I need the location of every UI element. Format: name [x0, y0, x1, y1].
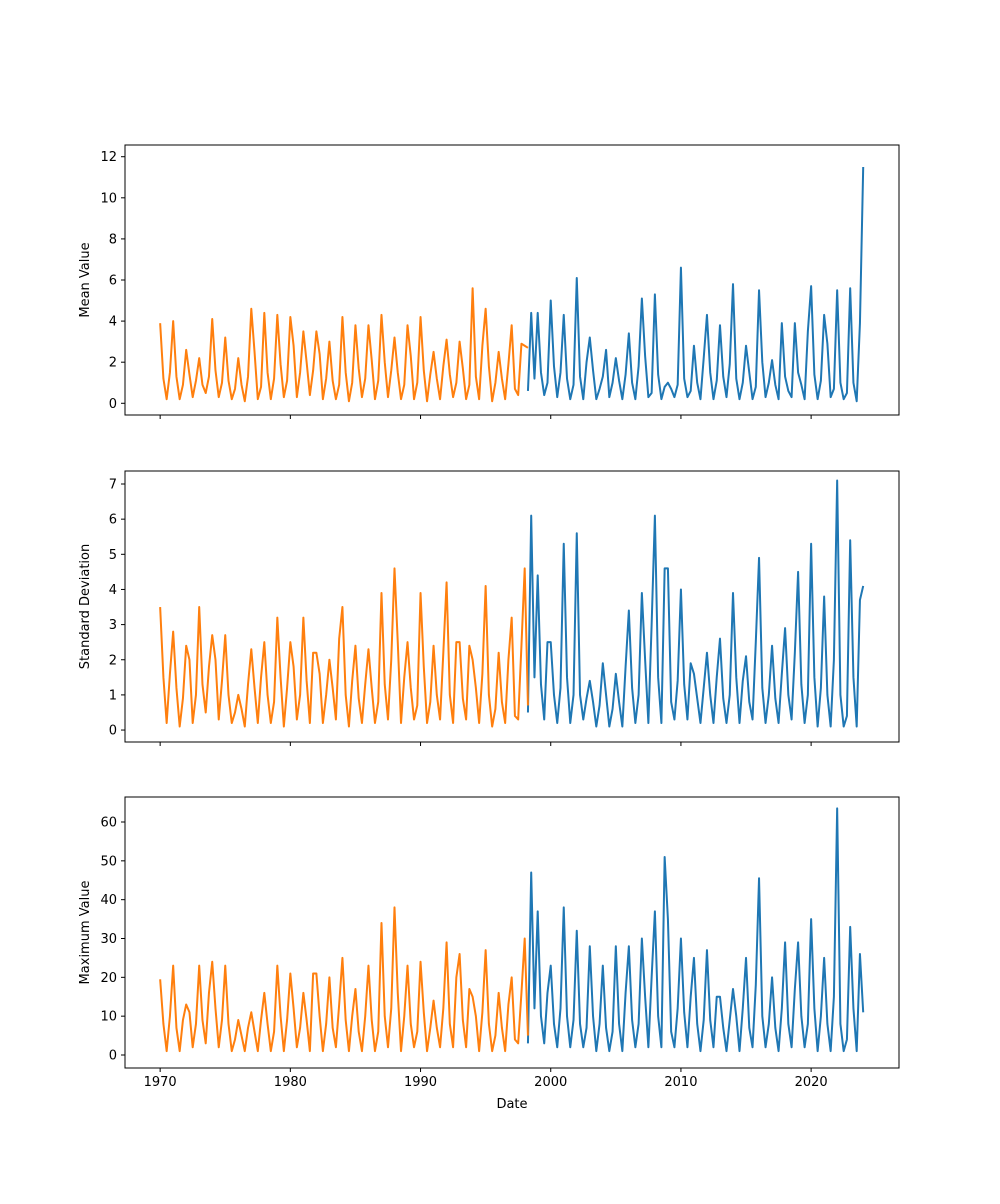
y-tick-label: 7: [109, 478, 117, 493]
y-tick-label: 4: [109, 583, 117, 598]
y-tick-label: 10: [100, 191, 117, 206]
series-line-historical: [159, 287, 529, 403]
y-tick-label: 6: [109, 513, 117, 528]
y-tick-label: 8: [109, 232, 117, 247]
y-tick-label: 2: [109, 356, 117, 371]
y-tick-label: 4: [109, 315, 117, 330]
series-line-recent: [526, 479, 865, 728]
subplot-3: 1970 1980 1990 2000 2010 2020 0 10 20 30 40 50 60 Max…: [78, 796, 900, 1112]
y-tick-label: 40: [100, 893, 117, 908]
y-tick-label: 10: [100, 1010, 117, 1025]
y-tick-label: 50: [100, 854, 117, 869]
series-line-recent: [526, 807, 865, 1053]
x-tick-label: 2010: [664, 1075, 697, 1090]
y-tick-label: 60: [100, 816, 117, 831]
x-tick-label: 2000: [534, 1075, 567, 1090]
subplot-1: 0 2 4 6 8 10 12 Mean Value: [78, 144, 900, 419]
y-axis-label: Mean Value: [78, 242, 93, 317]
y-tick-label: 30: [100, 932, 117, 947]
x-axis-label: Date: [496, 1097, 527, 1112]
y-axis-label: Maximum Value: [78, 881, 93, 985]
y-tick-label: 1: [109, 688, 117, 703]
y-tick-label: 0: [109, 397, 117, 412]
y-tick-label: 2: [109, 653, 117, 668]
y-axis-label: Standard Deviation: [78, 544, 93, 669]
y-tick-label: 20: [100, 971, 117, 986]
y-tick-label: 12: [100, 150, 117, 165]
axes-frame: [124, 470, 900, 743]
series-line-historical: [159, 906, 529, 1053]
y-tick-label: 0: [109, 724, 117, 739]
subplot-2: 0 1 2 3 4 5 6 7 Standard Deviation: [78, 470, 900, 746]
axes-frame: [124, 796, 900, 1069]
x-tick-label: 1970: [144, 1075, 177, 1090]
x-tick-label: 1980: [274, 1075, 307, 1090]
y-tick-label: 3: [109, 618, 117, 633]
x-tick-label: 2020: [795, 1075, 828, 1090]
y-tick-label: 0: [109, 1048, 117, 1063]
x-tick-label: 1990: [404, 1075, 437, 1090]
y-tick-label: 6: [109, 274, 117, 289]
series-line-historical: [159, 567, 529, 728]
series-line-recent: [526, 166, 865, 403]
y-tick-label: 5: [109, 548, 117, 563]
